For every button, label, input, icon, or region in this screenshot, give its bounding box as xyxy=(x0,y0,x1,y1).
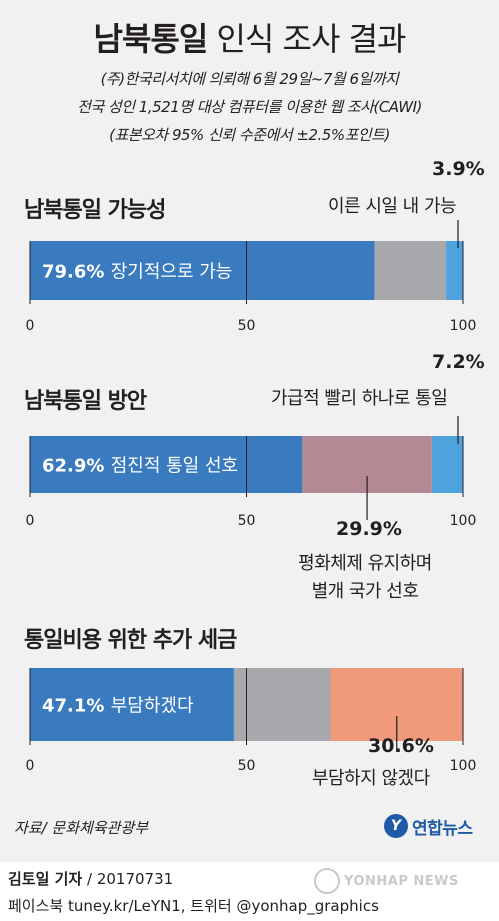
chart1-svg: 79.6% 장기적으로 가능 0 50 100 xyxy=(26,220,477,334)
subtitle-line-3: (표본오차 95% 신뢰 수준에서 ±2.5%포인트) xyxy=(109,126,390,144)
chart3-svg: 47.1% 부담하겠다 0 50 100 xyxy=(26,668,477,774)
axis-tick-label: 100 xyxy=(450,318,477,334)
title-rest: 인식 조사 결과 xyxy=(216,20,406,58)
byline: 김토일 기자 / 20170731 xyxy=(8,868,173,889)
chart2-title: 남북통일 방안 xyxy=(24,389,147,414)
bar-inline-label: 62.9% 점진적 통일 선호 xyxy=(42,456,238,477)
page-title: 남북통일 인식 조사 결과 xyxy=(0,14,499,60)
yonhap-logo-icon: Y xyxy=(384,814,408,838)
yonhap-logo: Y 연합뉴스 xyxy=(384,812,473,840)
bar-value-label: 79.6% xyxy=(42,262,111,283)
subtitle-line-1: (주)한국리서치에 의뢰해 6월 29일~7월 6일까지 xyxy=(100,70,399,88)
axis-tick-label: 50 xyxy=(238,758,256,774)
bar-category-label: 장기적으로 가능 xyxy=(111,262,233,283)
watermark: YONHAP NEWS xyxy=(314,868,459,894)
axis-tick-label: 50 xyxy=(238,513,256,529)
bar-segment-0 xyxy=(30,668,234,741)
chart2-callout-label: 가급적 빨리 하나로 통일 xyxy=(271,388,448,409)
chart3-callout-label: 부담하지 않겠다 xyxy=(312,768,430,789)
bar-segment-0 xyxy=(30,241,375,300)
bar-segment-2 xyxy=(446,241,463,300)
chart2-callout2-label-2: 별개 국가 선호 xyxy=(311,581,419,602)
chart3-callout-value: 30.6% xyxy=(368,735,434,757)
source-note: 자료/ 문화체육관광부 xyxy=(14,819,149,837)
chart1-title: 남북통일 가능성 xyxy=(24,198,166,223)
chart2-callout2-value: 29.9% xyxy=(336,518,402,540)
watermark-text: YONHAP NEWS xyxy=(344,873,459,889)
chart2-callout2-label-1: 평화체제 유지하며 xyxy=(298,553,432,574)
bar-value-label: 47.1% xyxy=(42,696,111,717)
subtitle-line-2: 전국 성인 1,521명 대상 컴퓨터를 이용한 웹 조사(CAWI) xyxy=(77,98,422,116)
bar-segment-1 xyxy=(233,668,331,741)
axis-tick-label: 50 xyxy=(238,318,256,334)
chart3-title: 통일비용 위한 추가 세금 xyxy=(24,628,237,653)
axis-tick-label: 0 xyxy=(26,758,35,774)
axis-tick-label: 100 xyxy=(450,758,477,774)
title-bold: 남북통일 xyxy=(93,20,209,58)
axis-tick-label: 0 xyxy=(26,513,35,529)
bar-segment-1 xyxy=(374,241,447,300)
chart1-callout-label: 이른 시일 내 가능 xyxy=(328,196,457,217)
watermark-icon xyxy=(314,868,340,894)
social-links: 페이스북 tuney.kr/LeYN1, 트위터 @yonhap_graphic… xyxy=(8,897,379,915)
yonhap-logo-text: 연합뉴스 xyxy=(412,818,473,839)
publish-date: / 20170731 xyxy=(87,870,174,888)
bar-category-label: 점진적 통일 선호 xyxy=(111,456,238,477)
bar-inline-label: 79.6% 장기적으로 가능 xyxy=(42,262,232,283)
bar-segment-2 xyxy=(431,436,463,493)
bar-category-label: 부담하겠다 xyxy=(111,696,194,717)
bar-segment-0 xyxy=(30,436,303,493)
reporter-name: 김토일 기자 xyxy=(8,870,83,888)
bar-value-label: 62.9% xyxy=(42,456,111,477)
bar-inline-label: 47.1% 부담하겠다 xyxy=(42,696,194,717)
axis-tick-label: 100 xyxy=(450,513,477,529)
axis-tick-label: 0 xyxy=(26,318,35,334)
chart1-callout-value: 3.9% xyxy=(432,158,485,180)
chart2-callout-value: 7.2% xyxy=(432,351,485,373)
chart2-svg: 62.9% 점진적 통일 선호 0 50 100 xyxy=(26,416,477,529)
